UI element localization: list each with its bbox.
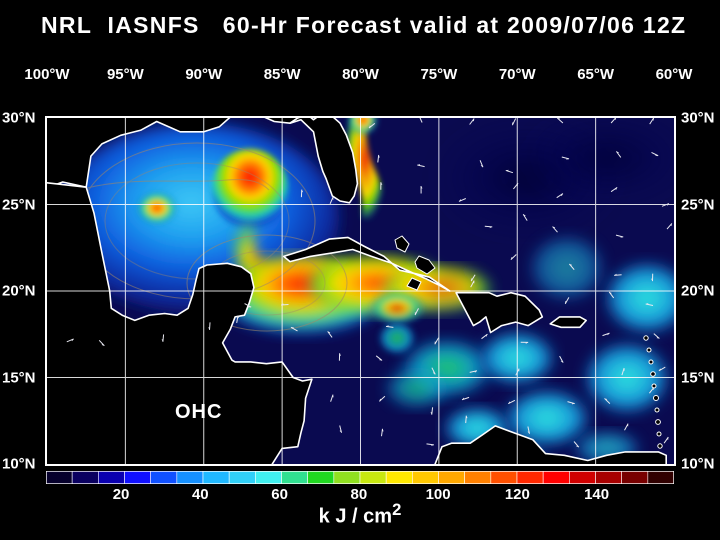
svg-text:OHC: OHC	[175, 401, 222, 423]
